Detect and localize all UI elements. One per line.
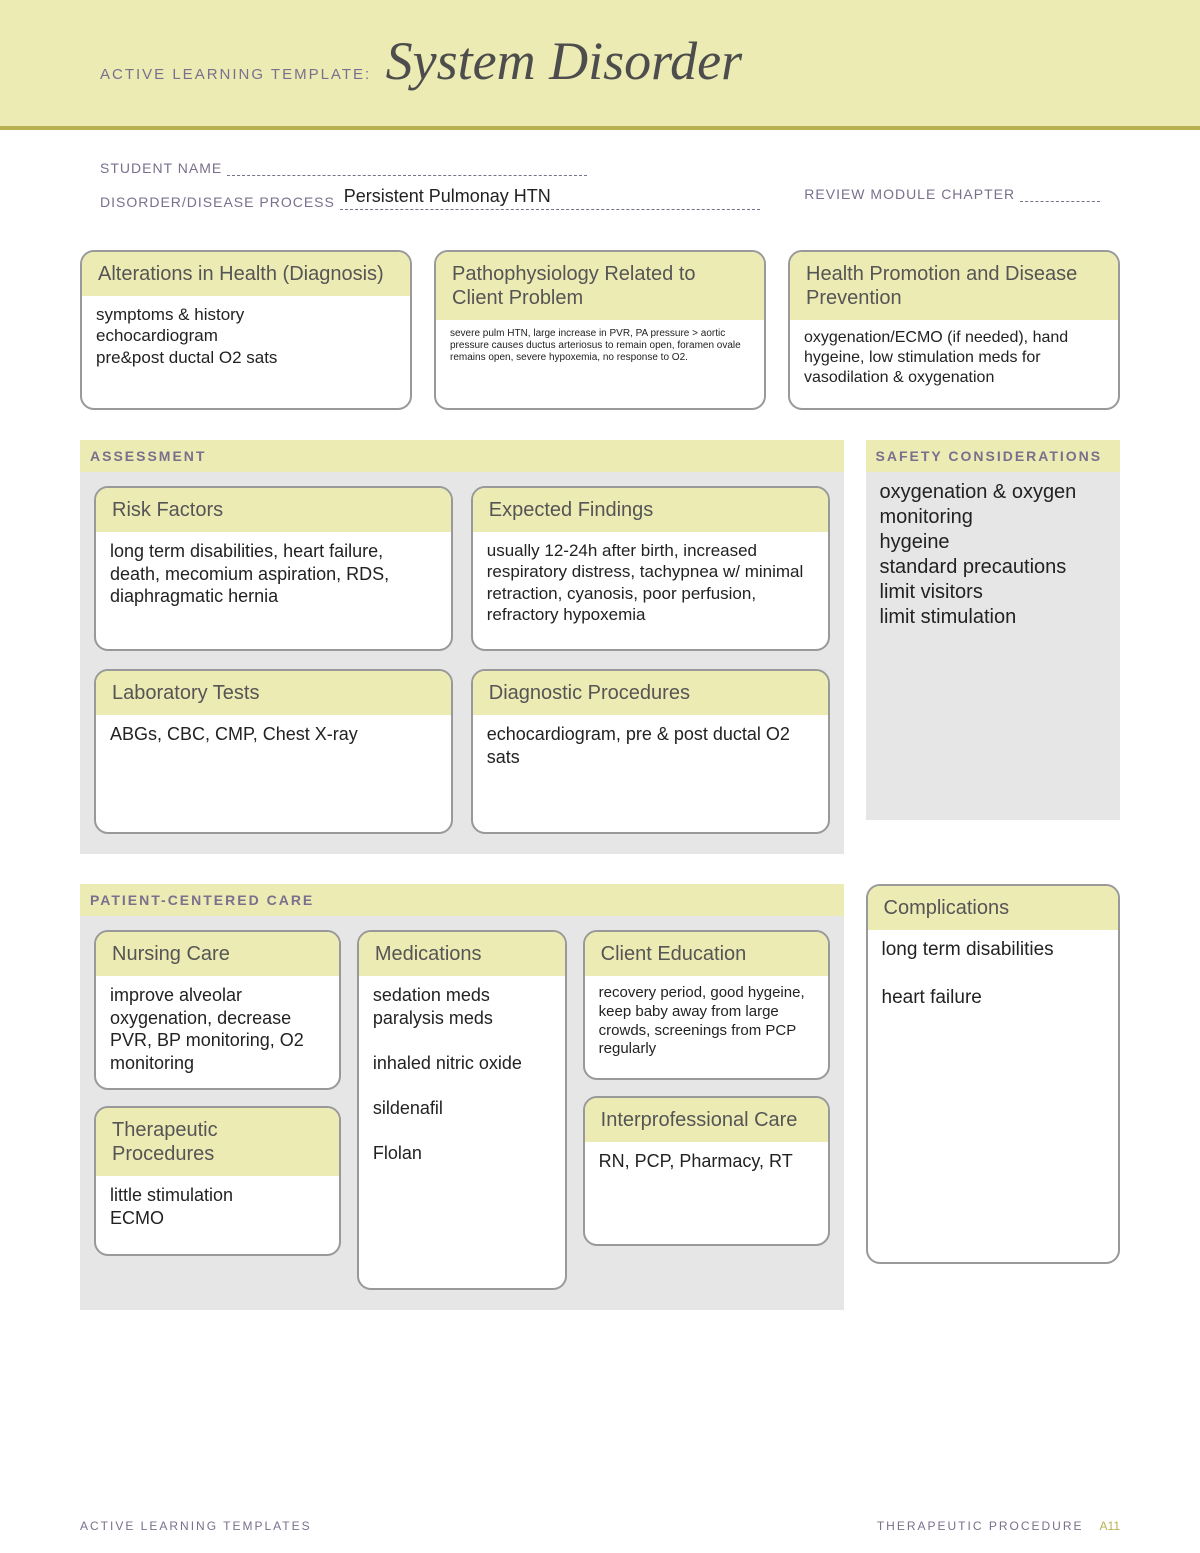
meds-body: sedation meds paralysis meds inhaled nit… <box>359 976 565 1288</box>
footer-right: THERAPEUTIC PROCEDURE A11 <box>877 1519 1120 1533</box>
complications-box: Complications long term disabilities hea… <box>866 884 1121 1264</box>
meds-title: Medications <box>359 932 565 976</box>
footer-left: ACTIVE LEARNING TEMPLATES <box>80 1519 312 1533</box>
diag-box: Diagnostic Procedures echocardiogram, pr… <box>471 669 830 834</box>
expected-title: Expected Findings <box>473 488 828 532</box>
diag-title: Diagnostic Procedures <box>473 671 828 715</box>
risk-body: long term disabilities, heart failure, d… <box>96 532 451 649</box>
content: Alterations in Health (Diagnosis) sympto… <box>0 230 1200 1340</box>
header-prefix: ACTIVE LEARNING TEMPLATE: <box>100 66 371 83</box>
review-wrap: REVIEW MODULE CHAPTER <box>804 186 1100 202</box>
diag-body: echocardiogram, pre & post ductal O2 sat… <box>473 715 828 832</box>
inter-box: Interprofessional Care RN, PCP, Pharmacy… <box>583 1096 830 1246</box>
nursing-title: Nursing Care <box>96 932 339 976</box>
labs-box: Laboratory Tests ABGs, CBC, CMP, Chest X… <box>94 669 453 834</box>
care-col-1: Nursing Care improve alveolar oxygenatio… <box>94 930 341 1290</box>
student-label: STUDENT NAME <box>100 160 222 176</box>
footer: ACTIVE LEARNING TEMPLATES THERAPEUTIC PR… <box>0 1519 1200 1533</box>
risk-box: Risk Factors long term disabilities, hea… <box>94 486 453 651</box>
nursing-box: Nursing Care improve alveolar oxygenatio… <box>94 930 341 1090</box>
disorder-label: DISORDER/DISEASE PROCESS <box>100 194 335 210</box>
patho-title: Pathophysiology Related to Client Proble… <box>436 252 764 320</box>
care-wrap: PATIENT-CENTERED CARE Nursing Care impro… <box>80 884 1120 1340</box>
assessment-grid: Risk Factors long term disabilities, hea… <box>94 486 830 834</box>
student-row: STUDENT NAME <box>100 160 1100 176</box>
inter-title: Interprofessional Care <box>585 1098 828 1142</box>
header-band: ACTIVE LEARNING TEMPLATE: System Disorde… <box>0 0 1200 130</box>
disorder-input[interactable]: Persistent Pulmonay HTN <box>340 186 760 210</box>
safety-box: SAFETY CONSIDERATIONS oxygenation & oxyg… <box>866 440 1121 820</box>
care-section: PATIENT-CENTERED CARE Nursing Care impro… <box>80 884 844 1310</box>
education-body: recovery period, good hygeine, keep baby… <box>585 976 828 1078</box>
meds-box: Medications sedation meds paralysis meds… <box>357 930 567 1290</box>
safety-body: oxygenation & oxygen monitoring hygeine … <box>880 480 1107 630</box>
page: ACTIVE LEARNING TEMPLATE: System Disorde… <box>0 0 1200 1553</box>
care-label: PATIENT-CENTERED CARE <box>80 884 844 916</box>
assessment-label: ASSESSMENT <box>80 440 844 472</box>
patho-box: Pathophysiology Related to Client Proble… <box>434 250 766 410</box>
assessment-wrap: ASSESSMENT Risk Factors long term disabi… <box>80 440 1120 884</box>
safety-title: SAFETY CONSIDERATIONS <box>866 440 1121 472</box>
alterations-title: Alterations in Health (Diagnosis) <box>82 252 410 296</box>
top-row: Alterations in Health (Diagnosis) sympto… <box>80 250 1120 410</box>
footer-right-label: THERAPEUTIC PROCEDURE <box>877 1519 1084 1533</box>
health-promo-body: oxygenation/ECMO (if needed), hand hygei… <box>790 320 1118 408</box>
footer-page: A11 <box>1100 1519 1120 1533</box>
care-grid: Nursing Care improve alveolar oxygenatio… <box>94 930 830 1290</box>
therapeutic-title: Therapeutic Procedures <box>96 1108 339 1176</box>
labs-title: Laboratory Tests <box>96 671 451 715</box>
disorder-row: DISORDER/DISEASE PROCESS Persistent Pulm… <box>100 186 1100 210</box>
assessment-section: ASSESSMENT Risk Factors long term disabi… <box>80 440 844 854</box>
student-input[interactable] <box>227 173 587 176</box>
care-left: PATIENT-CENTERED CARE Nursing Care impro… <box>80 884 844 1340</box>
therapeutic-box: Therapeutic Procedures little stimulatio… <box>94 1106 341 1256</box>
nursing-body: improve alveolar oxygenation, decrease P… <box>96 976 339 1088</box>
health-promo-box: Health Promotion and Disease Prevention … <box>788 250 1120 410</box>
complications-body: long term disabilities heart failure <box>868 930 1119 1262</box>
care-col-3: Client Education recovery period, good h… <box>583 930 830 1290</box>
review-input[interactable] <box>1020 199 1100 202</box>
care-col-2: Medications sedation meds paralysis meds… <box>357 930 567 1290</box>
complications-col: Complications long term disabilities hea… <box>866 884 1121 1340</box>
complications-title: Complications <box>868 886 1119 930</box>
expected-body: usually 12-24h after birth, increased re… <box>473 532 828 649</box>
education-title: Client Education <box>585 932 828 976</box>
alterations-box: Alterations in Health (Diagnosis) sympto… <box>80 250 412 410</box>
health-promo-title: Health Promotion and Disease Prevention <box>790 252 1118 320</box>
therapeutic-body: little stimulation ECMO <box>96 1176 339 1254</box>
labs-body: ABGs, CBC, CMP, Chest X-ray <box>96 715 451 832</box>
safety-col: SAFETY CONSIDERATIONS oxygenation & oxyg… <box>866 440 1121 884</box>
meta-block: STUDENT NAME DISORDER/DISEASE PROCESS Pe… <box>0 130 1200 230</box>
inter-body: RN, PCP, Pharmacy, RT <box>585 1142 828 1244</box>
education-box: Client Education recovery period, good h… <box>583 930 830 1080</box>
expected-box: Expected Findings usually 12-24h after b… <box>471 486 830 651</box>
header-title: System Disorder <box>386 30 742 92</box>
patho-body: severe pulm HTN, large increase in PVR, … <box>436 320 764 408</box>
risk-title: Risk Factors <box>96 488 451 532</box>
review-label: REVIEW MODULE CHAPTER <box>804 186 1015 202</box>
alterations-body: symptoms & history echocardiogram pre&po… <box>82 296 410 408</box>
assessment-left: ASSESSMENT Risk Factors long term disabi… <box>80 440 844 884</box>
